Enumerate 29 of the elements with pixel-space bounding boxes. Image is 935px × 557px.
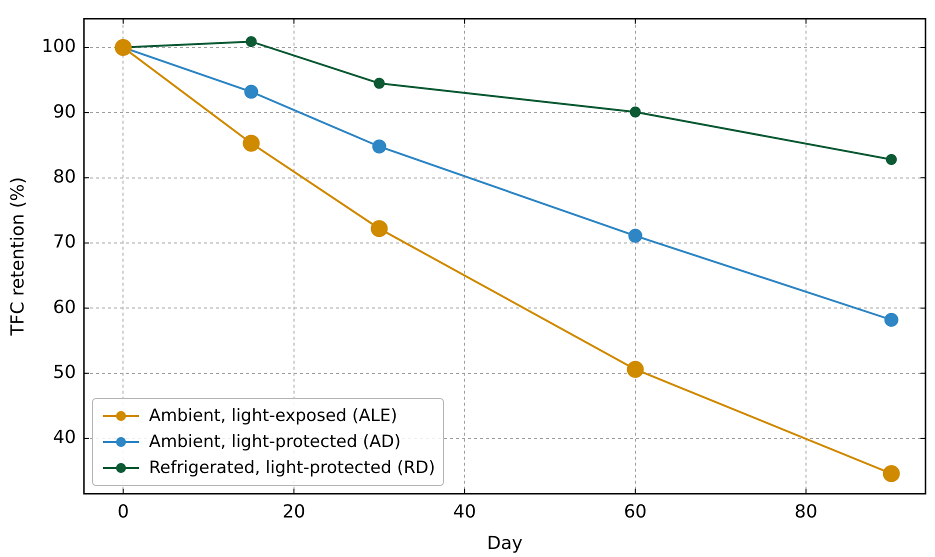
- y-tick-label: 80: [53, 166, 76, 188]
- point: [242, 134, 260, 152]
- x-tick-label: 40: [453, 501, 476, 522]
- point: [626, 360, 644, 378]
- y-axis-title: TFC retention (%): [7, 176, 28, 337]
- legend-label: Refrigerated, light-protected (RD): [148, 458, 436, 478]
- point: [372, 140, 386, 154]
- y-tick-label: 60: [53, 296, 76, 318]
- point: [370, 220, 388, 238]
- point: [630, 106, 641, 118]
- legend-label: Ambient, light-protected (AD): [148, 432, 401, 452]
- x-tick-label: 0: [117, 501, 129, 522]
- y-tick-label: 50: [53, 362, 76, 383]
- x-axis-title: Day: [486, 532, 523, 554]
- x-tick-label: 60: [624, 501, 647, 522]
- point: [882, 465, 900, 482]
- point: [244, 84, 258, 99]
- x-tick-label: 20: [282, 501, 306, 522]
- point: [886, 154, 897, 166]
- point: [374, 78, 385, 89]
- point: [884, 312, 898, 327]
- point: [628, 228, 642, 243]
- y-tick-label: 40: [53, 427, 76, 448]
- x-tick-label: 80: [794, 501, 818, 522]
- y-tick-label: 70: [53, 232, 76, 253]
- legend-label: Ambient, light-exposed (ALE): [148, 406, 398, 426]
- y-tick-label: 100: [42, 36, 76, 58]
- y-tick-label: 90: [53, 101, 76, 122]
- point: [246, 36, 257, 48]
